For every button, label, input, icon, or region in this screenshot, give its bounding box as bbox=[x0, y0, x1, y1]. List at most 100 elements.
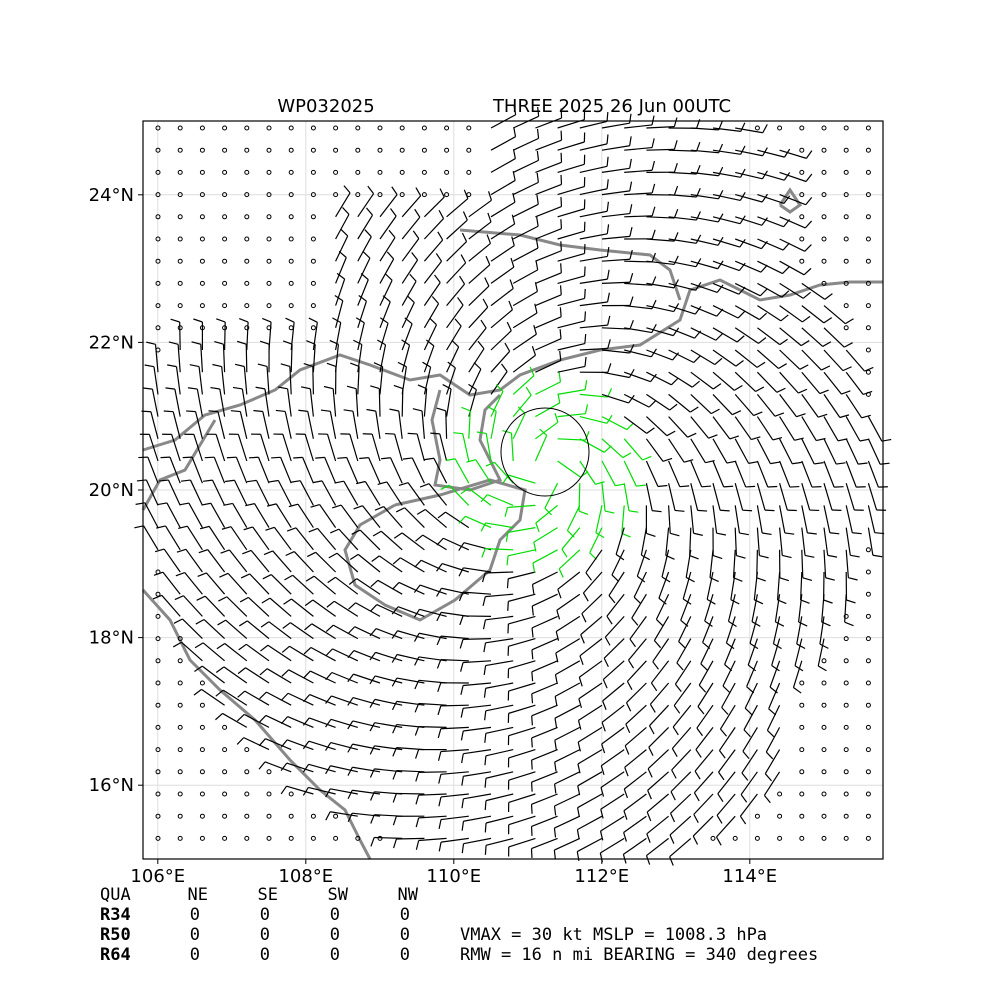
barb-staff bbox=[330, 765, 358, 773]
barb-staff bbox=[746, 660, 758, 687]
barb-staff bbox=[561, 527, 581, 550]
barb-flag bbox=[415, 817, 420, 828]
calm-marker bbox=[333, 813, 339, 819]
barb-flag bbox=[343, 185, 351, 194]
barb-flag bbox=[625, 702, 632, 712]
calm-marker bbox=[865, 125, 871, 131]
barb-staff bbox=[204, 595, 226, 617]
barb-staff bbox=[624, 124, 653, 129]
y-tick-label: 20°N bbox=[89, 480, 134, 501]
barb-flag bbox=[631, 617, 639, 626]
barb-staff bbox=[330, 718, 358, 728]
barb-staff bbox=[712, 305, 739, 319]
barb-flag bbox=[536, 172, 539, 183]
barb-flag bbox=[263, 550, 273, 556]
calm-marker bbox=[310, 236, 316, 242]
barb-staff bbox=[191, 456, 203, 484]
barb-staff bbox=[611, 549, 625, 576]
barb-flag bbox=[662, 457, 673, 462]
calm-marker bbox=[843, 702, 849, 708]
barb-flag bbox=[824, 293, 833, 300]
barb-staff bbox=[601, 235, 630, 240]
calm-marker bbox=[466, 125, 472, 131]
barb-staff bbox=[600, 749, 625, 767]
barb-flag bbox=[191, 341, 201, 345]
barb-flag bbox=[579, 655, 584, 665]
barb-staff bbox=[531, 815, 558, 827]
table-cell: R50 bbox=[100, 925, 131, 945]
barb-flag bbox=[225, 479, 235, 483]
barb-staff bbox=[510, 433, 514, 462]
barb-staff bbox=[646, 837, 669, 857]
barb-staff bbox=[690, 505, 695, 534]
calm-marker bbox=[155, 636, 161, 642]
barb-flag bbox=[682, 598, 692, 605]
barb-flag bbox=[210, 386, 220, 390]
barb-staff bbox=[645, 460, 659, 487]
barb-flag bbox=[714, 357, 723, 365]
table-cell: 0 bbox=[260, 945, 270, 965]
barb-flag bbox=[756, 361, 766, 368]
calm-marker bbox=[355, 192, 361, 198]
barb-staff bbox=[512, 290, 538, 307]
barb-staff bbox=[626, 682, 647, 704]
barb-flag bbox=[608, 595, 616, 604]
barb-flag bbox=[829, 532, 840, 535]
barb-staff bbox=[418, 702, 447, 706]
barb-flag bbox=[429, 317, 437, 326]
barb-staff bbox=[823, 438, 837, 465]
barb-flag bbox=[651, 138, 655, 148]
calm-marker bbox=[155, 125, 161, 131]
barb-staff bbox=[208, 526, 226, 551]
barb-staff bbox=[371, 433, 381, 462]
barb-flag bbox=[193, 688, 202, 696]
barb-flag bbox=[691, 380, 700, 388]
barb-flag bbox=[670, 377, 679, 386]
barb-staff bbox=[465, 515, 492, 529]
barb-staff bbox=[229, 549, 248, 573]
barb-staff bbox=[531, 660, 558, 673]
barb-staff bbox=[557, 141, 585, 151]
barb-staff bbox=[557, 275, 585, 284]
barb-flag bbox=[415, 534, 424, 542]
barb-staff bbox=[154, 344, 159, 373]
coast-vietnam bbox=[141, 588, 372, 860]
calm-marker bbox=[444, 169, 450, 175]
barb-flag bbox=[268, 479, 279, 483]
barb-staff bbox=[600, 793, 625, 810]
barb-flag bbox=[676, 662, 684, 671]
barb-flag bbox=[819, 389, 829, 395]
barb-staff bbox=[646, 305, 674, 313]
barb-flag bbox=[506, 321, 512, 331]
barb-flag bbox=[348, 578, 358, 585]
barb-flag bbox=[392, 793, 397, 803]
barb-flag bbox=[430, 432, 440, 435]
barb-staff bbox=[801, 394, 819, 418]
barb-staff bbox=[625, 704, 647, 725]
barb-staff bbox=[823, 371, 842, 395]
barb-flag bbox=[182, 456, 193, 459]
barb-flag bbox=[384, 273, 393, 281]
barb-flag bbox=[533, 324, 537, 335]
barb-staff bbox=[443, 537, 470, 551]
barb-staff bbox=[512, 225, 539, 240]
calm-marker bbox=[843, 147, 849, 153]
barb-flag bbox=[748, 461, 759, 464]
barb-flag bbox=[194, 665, 203, 672]
calm-marker bbox=[843, 192, 849, 198]
barb-flag bbox=[577, 720, 582, 730]
barb-flag bbox=[740, 145, 746, 155]
barb-flag bbox=[282, 622, 291, 629]
barb-flag bbox=[506, 578, 509, 589]
barb-staff bbox=[668, 416, 689, 438]
barb-staff bbox=[601, 190, 630, 196]
barb-staff bbox=[734, 349, 758, 368]
barb-flag bbox=[554, 761, 557, 772]
barb-flag bbox=[844, 621, 854, 627]
barb-staff bbox=[379, 215, 397, 240]
barb-staff bbox=[292, 574, 314, 595]
y-tick-label: 16°N bbox=[89, 775, 134, 796]
barb-staff bbox=[579, 638, 603, 657]
calm-marker bbox=[821, 258, 827, 264]
barb-flag bbox=[685, 576, 695, 583]
